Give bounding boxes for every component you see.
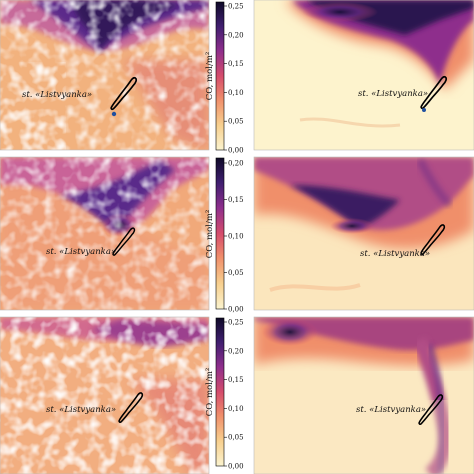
station-label: st. «Listvyanka» <box>46 247 116 257</box>
colorbar-tick-label: 0,10 <box>228 89 244 97</box>
station-label: st. «Listvyanka» <box>356 405 426 415</box>
colorbar-label: CO, mol/m² <box>205 210 215 259</box>
colorbar-ticks: 0,25 0,20 0,15 0,10 0,05 0,00 <box>224 319 244 471</box>
colorbar-tick-label: 0,20 <box>228 347 244 355</box>
panel-frame <box>0 316 210 474</box>
colorbar-tick-label: 0,10 <box>228 405 244 413</box>
colorbar <box>215 317 225 467</box>
colorbar-tick-label: 0,05 <box>228 434 244 442</box>
colorbar <box>215 1 225 151</box>
colorbar-tick-label: 0,05 <box>228 269 244 277</box>
colorbar-tick-label: 0,15 <box>228 196 244 204</box>
colorbar-tick-label: 0,10 <box>228 233 244 241</box>
colorbar-tick-label: 0,20 <box>228 31 244 39</box>
panel-frame <box>253 156 474 311</box>
colorbar-ticks: 0,20 0,15 0,10 0,05 0,00 <box>224 160 244 314</box>
panel-frame <box>253 0 474 151</box>
colorbar-tick-label: 0,15 <box>228 60 244 68</box>
station-label: st. «Listvyanka» <box>22 90 92 100</box>
colorbar-ticks: 0,25 0,20 0,15 0,10 0,05 0,00 <box>224 3 244 155</box>
satellite-scene-row-2 <box>0 157 209 310</box>
panel-frame <box>253 316 474 474</box>
station-marker <box>422 108 426 112</box>
colorbar-tick-label: 0,00 <box>228 306 244 314</box>
station-label: st. «Listvyanka» <box>46 405 116 415</box>
satellite-scene-row-3 <box>0 317 209 474</box>
model-scene-row-1 <box>254 0 474 150</box>
colorbar-tick-label: 0,05 <box>228 118 244 126</box>
colorbar-tick-label: 0,20 <box>228 160 244 168</box>
panel-frame <box>0 0 210 151</box>
model-scene-row-3 <box>254 317 474 474</box>
station-marker <box>111 111 117 117</box>
colorbar-label: CO, mol/m² <box>205 368 215 417</box>
colorbar-tick-label: 0,15 <box>228 376 244 384</box>
satellite-scene-row-1 <box>0 0 209 150</box>
colorbar-tick-label: 0,25 <box>228 3 244 11</box>
model-scene-row-2 <box>254 157 474 310</box>
colorbar <box>215 157 225 310</box>
station-label: st. «Listvyanka» <box>360 249 430 259</box>
panel-frame <box>0 156 210 311</box>
station-label: st. «Listvyanka» <box>358 89 428 99</box>
colorbar-tick-label: 0,00 <box>228 463 244 471</box>
colorbar-tick-label: 0,25 <box>228 319 244 327</box>
colorbar-tick-label: 0,00 <box>228 147 244 155</box>
colorbar-label: CO, mol/m² <box>205 52 215 101</box>
